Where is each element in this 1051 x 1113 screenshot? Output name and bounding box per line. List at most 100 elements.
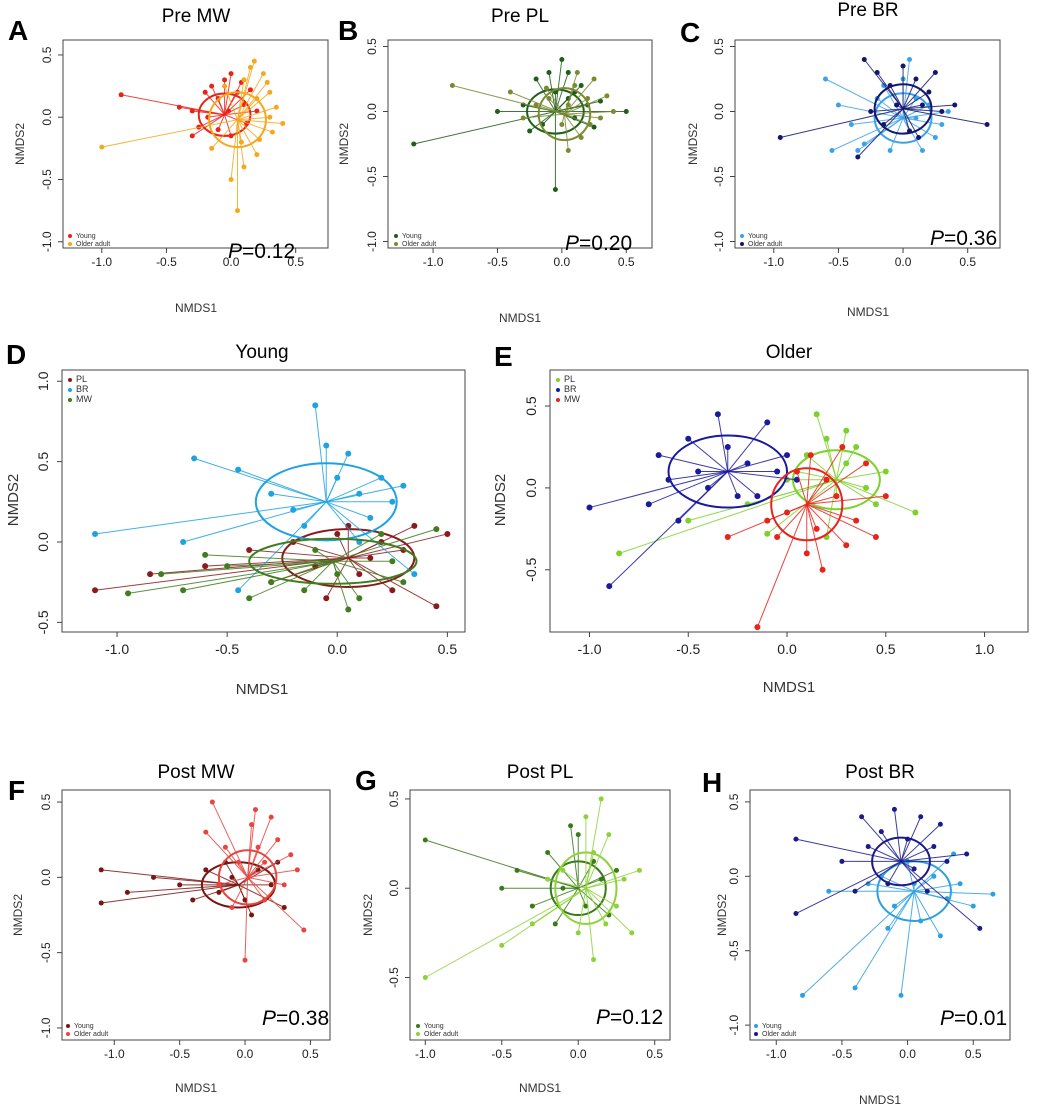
y-tick-label: 0.5 [523, 396, 539, 416]
legend-label: Older adult [402, 241, 436, 248]
data-point [301, 587, 308, 594]
legend-label: BR [76, 384, 89, 394]
data-point [514, 867, 520, 873]
series-D-1 [92, 402, 418, 594]
spoke-line [914, 883, 961, 892]
data-point [932, 135, 938, 140]
confidence-ellipse [217, 849, 278, 906]
spoke-line [332, 528, 437, 562]
data-point [823, 435, 830, 442]
x-tick-label: 0.5 [959, 255, 976, 269]
legend-marker [68, 398, 72, 402]
data-point [268, 814, 274, 820]
series-D-2 [125, 526, 440, 613]
spoke-line [889, 117, 904, 151]
spoke-line [816, 414, 837, 480]
data-point [180, 587, 187, 594]
data-point [907, 128, 913, 134]
p-symbol: P [930, 227, 944, 250]
data-point [301, 927, 307, 933]
data-point [891, 903, 897, 909]
confidence-ellipse [554, 851, 618, 925]
spoke-line [238, 862, 249, 878]
spoke-line [900, 838, 909, 862]
plot-frame [734, 39, 1001, 249]
data-point [919, 102, 925, 108]
spoke-line [870, 108, 904, 112]
data-point [572, 83, 578, 88]
spoke-line [192, 110, 225, 116]
data-point [546, 96, 552, 101]
data-point [819, 566, 826, 573]
x-tick-label: -1.0 [423, 255, 444, 269]
spoke-line [902, 91, 930, 110]
x-tick-label: -0.5 [491, 1047, 512, 1061]
legend-label: MW [564, 394, 580, 404]
confidence-ellipse [248, 537, 418, 585]
panel-title: Young [235, 342, 288, 363]
series-E-1 [586, 411, 800, 590]
data-point [585, 96, 591, 101]
data-point [312, 402, 319, 409]
spoke-line [727, 422, 768, 472]
data-point [868, 109, 874, 114]
spoke-line [555, 100, 601, 112]
y-axis-label: NMDS2 [361, 894, 375, 936]
data-point [235, 208, 241, 214]
data-point [822, 76, 828, 82]
x-tick-label: -1.0 [105, 641, 129, 657]
data-point [606, 832, 612, 838]
data-point [189, 133, 195, 139]
data-point [281, 904, 287, 910]
data-point [147, 571, 154, 578]
y-tick-label: 0.5 [727, 793, 741, 810]
series-F-0 [98, 859, 287, 918]
data-point [189, 108, 195, 114]
data-point [545, 850, 551, 855]
y-axis-label: NMDS2 [11, 894, 25, 936]
confidence-ellipse [549, 860, 607, 917]
x-tick-label: -1.0 [577, 641, 601, 657]
x-axis-label: NMDS1 [499, 311, 541, 325]
spoke-line [585, 887, 617, 907]
legend-marker [394, 234, 398, 238]
data-point [591, 76, 597, 82]
spoke-line [826, 438, 837, 480]
data-point [603, 921, 609, 927]
spoke-line [861, 816, 902, 862]
spoke-line [836, 479, 916, 513]
spoke-line [902, 117, 936, 138]
spoke-line [247, 854, 292, 878]
data-point [807, 452, 814, 459]
plot-frame [749, 789, 1011, 1041]
data-point [262, 859, 268, 865]
x-tick-label: -0.5 [828, 255, 849, 269]
spoke-line [425, 887, 587, 978]
data-point [793, 468, 800, 475]
data-point [977, 925, 983, 931]
p-value: P=0.38 [262, 1007, 329, 1030]
legend-label: MW [76, 394, 92, 404]
spoke-line [238, 469, 327, 503]
y-tick-label: -0.5 [35, 610, 51, 634]
legend-label: PL [564, 374, 575, 384]
data-point [919, 148, 925, 153]
confidence-ellipse [537, 87, 592, 142]
spoke-line [854, 890, 915, 989]
data-point [724, 534, 731, 541]
data-point [829, 148, 835, 153]
spoke-line [237, 61, 255, 120]
data-point [843, 460, 850, 467]
panel-E: E Older -1.0 -0.5 0.0 0.5 1.0 -0.5 0.0 0.5 NMDS1 NM… [492, 341, 1029, 696]
spoke-line [332, 561, 349, 610]
y-axis-label: NMDS2 [13, 123, 27, 165]
plot-frame [409, 789, 671, 1041]
data-point [433, 603, 440, 610]
data-point [345, 606, 352, 613]
data-point [874, 70, 880, 75]
y-tick-label: -1.0 [712, 231, 726, 252]
data-point [894, 102, 900, 108]
spoke-line [224, 85, 238, 120]
